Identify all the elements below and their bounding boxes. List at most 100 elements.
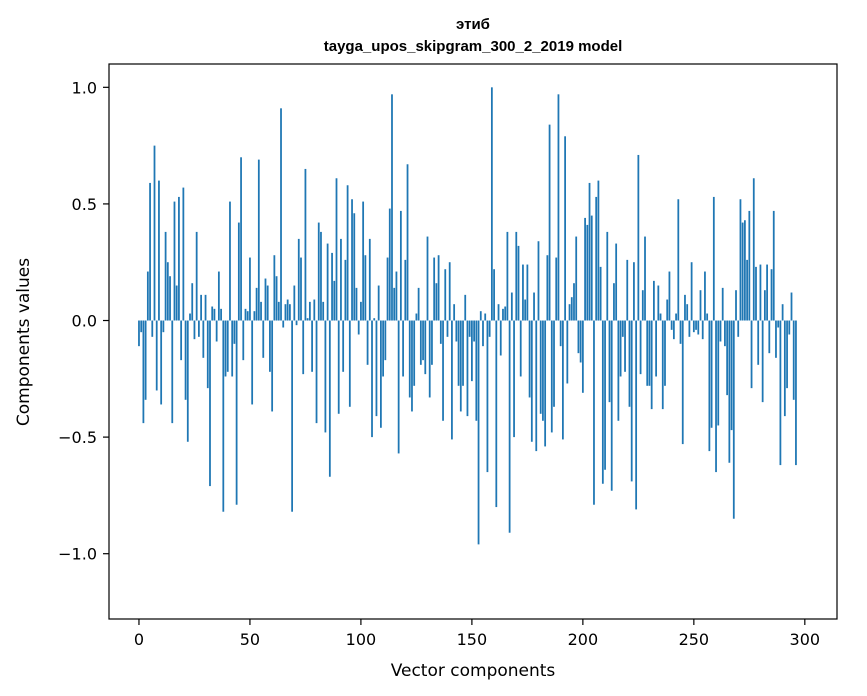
bar-206 <box>595 196 598 321</box>
bar-49 <box>246 311 249 321</box>
bar-18 <box>178 196 180 321</box>
bar-33 <box>211 306 214 321</box>
bar-274 <box>746 259 748 321</box>
bar-4 <box>146 271 149 321</box>
bar-264 <box>724 320 726 347</box>
bar-63 <box>277 301 280 321</box>
y-tick-label: 1.0 <box>72 78 97 97</box>
bar-67 <box>286 299 289 321</box>
bar-44 <box>235 320 238 505</box>
bar-149 <box>468 320 471 337</box>
x-tick-label: 200 <box>568 630 599 649</box>
bar-170 <box>515 231 518 321</box>
bar-287 <box>775 320 777 358</box>
bar-95 <box>348 320 351 407</box>
bar-284 <box>768 320 771 354</box>
bar-162 <box>497 304 500 321</box>
bar-231 <box>650 320 653 410</box>
bar-291 <box>783 320 786 417</box>
bar-209 <box>601 320 604 484</box>
bar-101 <box>362 201 365 321</box>
bar-133 <box>433 257 436 321</box>
bar-146 <box>462 320 464 386</box>
bar-158 <box>488 320 491 337</box>
bar-52 <box>253 311 256 321</box>
bar-285 <box>770 269 773 321</box>
bar-96 <box>351 199 353 321</box>
bar-244 <box>679 320 682 344</box>
bar-65 <box>282 320 285 328</box>
bar-11 <box>162 320 165 333</box>
bar-34 <box>213 308 216 321</box>
bar-1 <box>140 320 143 333</box>
x-axis-label: Vector components <box>391 661 556 681</box>
bar-192 <box>564 136 566 321</box>
bar-176 <box>528 320 531 398</box>
bar-266 <box>728 320 731 463</box>
bar-185 <box>548 124 551 321</box>
bar-53 <box>255 287 258 321</box>
bar-155 <box>482 320 484 347</box>
bar-217 <box>619 320 622 377</box>
bar-196 <box>573 283 575 321</box>
bar-188 <box>555 257 558 321</box>
bar-9 <box>158 180 160 321</box>
bar-135 <box>437 255 440 321</box>
bar-16 <box>173 201 176 321</box>
bar-213 <box>610 320 613 491</box>
bar-175 <box>526 264 529 321</box>
bar-236 <box>661 320 664 410</box>
bar-159 <box>490 87 493 321</box>
bar-81 <box>317 222 320 321</box>
bar-75 <box>304 168 307 321</box>
bar-174 <box>524 299 527 321</box>
bar-281 <box>761 320 764 403</box>
bar-88 <box>333 280 336 321</box>
bar-220 <box>626 259 629 321</box>
bar-0 <box>138 320 140 347</box>
bar-263 <box>721 287 724 321</box>
bar-59 <box>269 320 271 372</box>
bar-89 <box>335 178 338 321</box>
bar-272 <box>741 222 744 321</box>
y-axis-label: Components values <box>14 258 34 426</box>
bar-124 <box>413 320 416 386</box>
bar-132 <box>431 320 433 365</box>
bar-103 <box>366 320 369 365</box>
bar-271 <box>739 199 742 321</box>
bar-84 <box>324 320 327 433</box>
bar-110 <box>382 320 384 377</box>
bar-239 <box>668 271 671 321</box>
bar-30 <box>204 294 207 321</box>
bar-90 <box>337 320 340 414</box>
bar-226 <box>639 320 642 375</box>
bar-184 <box>546 255 549 321</box>
bar-190 <box>559 320 562 347</box>
bar-98 <box>355 287 358 321</box>
bar-275 <box>748 210 751 321</box>
bar-202 <box>586 224 589 321</box>
bar-286 <box>772 210 775 321</box>
bar-72 <box>297 238 300 321</box>
bar-179 <box>535 320 538 452</box>
bar-187 <box>553 320 555 407</box>
bar-154 <box>479 311 482 321</box>
bar-208 <box>599 266 602 321</box>
bar-66 <box>284 304 287 321</box>
bar-87 <box>331 252 333 321</box>
bar-68 <box>289 304 291 321</box>
bar-219 <box>624 320 626 372</box>
bar-181 <box>539 320 542 414</box>
bar-292 <box>786 320 788 389</box>
bar-47 <box>242 320 245 361</box>
bar-189 <box>557 94 560 321</box>
bar-109 <box>380 320 382 428</box>
bar-114 <box>391 94 393 321</box>
bar-69 <box>291 320 293 512</box>
bar-17 <box>175 285 178 321</box>
bar-246 <box>684 294 686 321</box>
bar-168 <box>510 292 513 321</box>
bar-186 <box>550 320 553 433</box>
bar-197 <box>575 236 578 321</box>
bar-279 <box>757 320 760 365</box>
